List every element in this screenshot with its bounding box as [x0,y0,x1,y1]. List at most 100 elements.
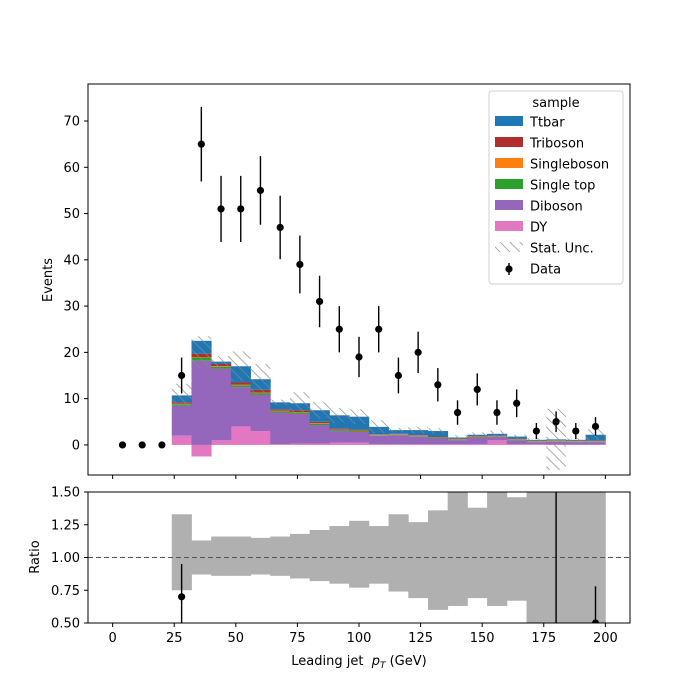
bar-segment [230,385,251,388]
ratio-unc-band [467,507,488,599]
ratio-unc-band [368,526,389,584]
bar-segment [329,430,350,432]
y-tick-label: 30 [63,300,80,315]
x-tick-label: 25 [166,631,183,646]
ratio-unc-band [171,514,192,591]
legend-swatch [495,137,523,147]
x-tick-label: 100 [347,631,372,646]
bar-segment [270,402,291,410]
main-panel: 0 10 20 30 40 50 60 70 Events sample Ttbar Tribos… [41,83,631,479]
bar-segment [487,440,508,445]
bar-segment [349,429,370,431]
ratio-unc-band [309,529,330,582]
x-tick-label: 175 [531,631,556,646]
x-axis-label-symbol: p [371,654,380,669]
stat-unc-hatch [546,408,566,470]
bar-segment [487,437,508,441]
legend-label: Singleboson [530,158,609,173]
data-point [532,427,540,435]
ratio-unc-band [230,536,251,576]
bar-segment [270,412,291,444]
y-tick-label: 10 [63,392,80,407]
bar-segment [230,426,251,445]
stat-unc-hatch [427,428,448,434]
stat-unc-hatch [388,427,409,433]
y-tick-label: 40 [63,253,80,268]
bar-segment [230,387,251,427]
ratio-point [591,619,600,623]
ratio-unc-band [250,537,271,575]
stat-unc-hatch [447,435,468,440]
stat-unc-hatch [349,409,369,425]
bar-segment [211,366,232,369]
bar-segment [349,442,370,445]
data-point [118,441,127,449]
stat-unc-band [171,336,606,470]
series-dy [171,426,606,457]
stat-unc-hatch [211,356,231,368]
bar-segment [270,411,291,413]
ratio-unc-band [388,514,409,592]
stat-unc-hatch [526,437,547,442]
bar-segment [309,421,330,424]
stat-unc-hatch [487,430,507,438]
legend-swatch [495,200,523,210]
data-point [513,399,521,407]
bar-segment [368,435,389,444]
bar-segment [388,443,409,445]
data-point [158,441,166,449]
ratio-y-tick-label: 1.00 [51,551,80,566]
data-point [237,205,245,213]
legend-swatch [495,221,523,231]
x-axis-label-subscript: T [380,661,387,671]
data-point [493,408,501,417]
ratio-y-tick-label: 0.50 [51,617,80,632]
series-diboson [171,360,606,445]
x-axis-label-suffix: (GeV) [385,654,426,669]
stat-unc-hatch [309,401,330,419]
ratio-y-tick-label: 0.75 [51,584,80,599]
bar-segment [349,431,370,432]
data-point [197,140,205,148]
legend-swatch [495,242,523,252]
ratio-unc-band [290,533,311,579]
bar-segment [526,443,547,445]
bar-segment [506,440,527,444]
stat-unc-hatch [408,426,428,434]
stat-unc-hatch [329,407,350,423]
y-tick-label: 60 [63,161,80,176]
legend-swatch [495,116,523,126]
bar-segment [329,442,350,445]
bar-segment [191,360,212,445]
data-point [335,325,343,333]
data-point [375,325,383,333]
stat-unc-hatch [191,336,212,369]
ratio-unc-band [408,522,429,599]
stat-unc-hatch [171,383,192,407]
y-tick-label: 0 [72,438,80,453]
bar-segment [447,440,468,444]
stat-unc-hatch [250,363,271,395]
data-point [315,297,324,306]
legend-data-marker [505,265,513,273]
bar-segment [250,431,271,445]
legend-swatch [495,179,523,189]
x-tick-label: 50 [228,631,245,646]
ratio-unc-band [506,497,527,601]
bar-segment [447,443,468,445]
legend-label: Diboson [530,200,583,215]
legend: sample Ttbar Triboson Singleboson Single top… [488,90,624,285]
legend-swatch [495,158,523,168]
data-point [138,441,146,449]
bar-segment [191,444,212,457]
bar-segment [427,443,449,445]
ratio-y-axis-label: Ratio [28,540,43,573]
stat-unc-hatch [290,392,310,415]
stat-unc-hatch [270,399,291,406]
legend-label: Ttbar [529,116,565,131]
stat-unc-hatch [368,420,389,434]
bar-segment [250,394,271,432]
bar-segment [290,413,311,444]
x-tick-label: 200 [593,631,618,646]
stat-unc-hatch [467,432,488,438]
